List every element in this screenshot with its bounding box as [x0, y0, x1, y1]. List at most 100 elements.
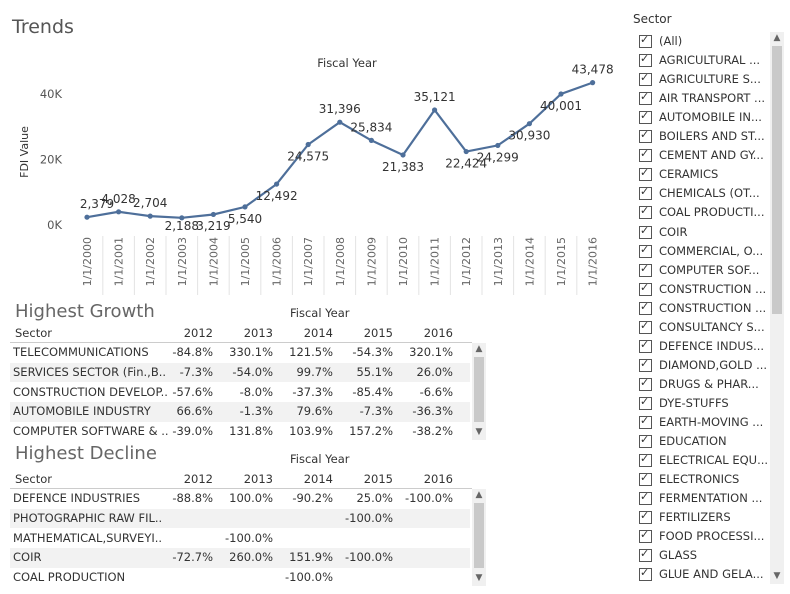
- data-point[interactable]: [432, 107, 438, 113]
- sector-filter-item[interactable]: BOILERS AND ST...: [638, 128, 765, 147]
- checkbox-checked-icon[interactable]: [639, 204, 652, 220]
- sector-filter-item[interactable]: EARTH-MOVING ...: [638, 414, 763, 433]
- checkbox-checked-icon[interactable]: [639, 166, 652, 182]
- data-point[interactable]: [274, 181, 280, 187]
- checkbox-checked-icon[interactable]: [639, 395, 652, 410]
- checkbox-checked-icon[interactable]: [639, 433, 652, 449]
- checkbox-checked-icon[interactable]: [639, 338, 652, 353]
- data-point[interactable]: [337, 119, 343, 125]
- table-row[interactable]: COMPUTER SOFTWARE & .. -39.0% 131.8% 103.9%…: [10, 422, 470, 442]
- checkbox-checked-icon[interactable]: [639, 147, 652, 163]
- checkbox-checked-icon[interactable]: [639, 109, 652, 125]
- checkbox-checked-icon[interactable]: [639, 71, 652, 87]
- sector-filter-item[interactable]: GLUE AND GELA...: [638, 566, 764, 585]
- sector-filter-item[interactable]: CONSULTANCY S...: [638, 319, 765, 338]
- data-point[interactable]: [463, 148, 469, 155]
- scroll-up-icon[interactable]: ▲: [770, 32, 784, 44]
- checkbox-checked-icon[interactable]: [639, 319, 652, 334]
- growth-scrollbar[interactable]: ▲ ▼: [472, 343, 486, 440]
- sector-filter-item[interactable]: GLASS: [638, 547, 763, 566]
- checkbox-checked-icon[interactable]: [639, 128, 652, 144]
- data-point[interactable]: [84, 214, 90, 220]
- scroll-up-icon[interactable]: ▲: [475, 490, 483, 500]
- checkbox-checked-icon[interactable]: [639, 33, 652, 48]
- data-point[interactable]: [242, 204, 248, 210]
- table-row[interactable]: AUTOMOBILE INDUSTRY 66.6% -1.3% 79.6% -7.3% -…: [10, 402, 470, 422]
- growth-scroll-thumb[interactable]: [474, 357, 484, 422]
- sector-filter-item[interactable]: CONSTRUCTION ...: [638, 281, 766, 300]
- sector-filter-scrollbar[interactable]: ▲ ▼: [770, 32, 784, 584]
- checkbox-checked-icon[interactable]: [639, 224, 652, 239]
- scroll-down-icon[interactable]: ▼: [770, 570, 784, 582]
- data-point[interactable]: [590, 80, 596, 86]
- table-row[interactable]: CONSTRUCTION DEVELOP.. -57.6% -8.0% -37.3% -…: [10, 383, 470, 403]
- data-point[interactable]: [368, 137, 374, 143]
- scroll-down-icon[interactable]: ▼: [475, 573, 483, 583]
- table-row[interactable]: DEFENCE INDUSTRIES -88.8% 100.0% -90.2% 25.0…: [10, 489, 470, 509]
- checkbox-checked-icon[interactable]: [639, 566, 652, 582]
- checkbox-checked-icon[interactable]: [639, 262, 652, 277]
- checkbox-checked-icon[interactable]: [639, 414, 652, 429]
- checkbox-checked-icon[interactable]: [639, 52, 652, 68]
- x-tick-label: 1/1/2011: [429, 237, 442, 286]
- table-row[interactable]: COAL PRODUCTION -100.0%: [10, 568, 470, 588]
- data-point[interactable]: [147, 213, 153, 219]
- data-point[interactable]: [558, 91, 564, 97]
- sector-filter-item[interactable]: ELECTRICAL EQU...: [638, 452, 768, 471]
- sector-filter-item[interactable]: CERAMICS: [638, 166, 763, 185]
- checkbox-checked-icon[interactable]: [639, 528, 652, 544]
- sector-filter-item[interactable]: FERTILIZERS: [638, 509, 763, 528]
- checkbox-checked-icon[interactable]: [639, 357, 652, 372]
- sector-filter-scroll-thumb[interactable]: [772, 46, 782, 314]
- x-axis: 1/1/2000 1/1/2001 1/1/2002 1/1/2003 1/1/2004…: [81, 236, 600, 295]
- sector-filter-item[interactable]: FOOD PROCESSI...: [638, 528, 764, 547]
- sector-filter-item[interactable]: COMMERCIAL, O...: [638, 243, 763, 262]
- checkbox-checked-icon[interactable]: [639, 376, 652, 391]
- decline-scrollbar[interactable]: ▲ ▼: [472, 489, 486, 586]
- data-point[interactable]: [116, 209, 122, 215]
- table-row[interactable]: PHOTOGRAPHIC RAW FIL.. -100.0%: [10, 508, 470, 529]
- sector-filter-item[interactable]: AIR TRANSPORT ...: [638, 90, 765, 109]
- checkbox-checked-icon[interactable]: [639, 490, 652, 506]
- sector-filter-item[interactable]: FERMENTATION ...: [638, 490, 763, 509]
- scroll-down-icon[interactable]: ▼: [475, 427, 483, 437]
- checkbox-checked-icon[interactable]: [639, 471, 652, 487]
- checkbox-checked-icon[interactable]: [639, 185, 652, 201]
- checkbox-checked-icon[interactable]: [639, 547, 652, 563]
- table-row[interactable]: MATHEMATICAL,SURVEYI.. -100.0%: [10, 529, 470, 549]
- checkbox-checked-icon[interactable]: [639, 452, 652, 468]
- sector-filter-item[interactable]: AGRICULTURE S...: [638, 71, 763, 90]
- table-row[interactable]: SERVICES SECTOR (Fin.,B.. -7.3% -54.0% 99.7…: [10, 362, 470, 383]
- data-point[interactable]: [526, 121, 533, 127]
- checkbox-checked-icon[interactable]: [639, 300, 652, 315]
- decline-scroll-thumb[interactable]: [474, 503, 484, 568]
- data-point[interactable]: [400, 152, 406, 158]
- sector-filter-item[interactable]: COAL PRODUCTI...: [638, 204, 764, 223]
- data-point[interactable]: [495, 142, 501, 149]
- sector-filter-item[interactable]: CHEMICALS (OT...: [638, 185, 763, 204]
- sector-filter-item[interactable]: EDUCATION: [638, 433, 763, 452]
- sector-filter-item[interactable]: (All): [638, 33, 763, 52]
- sector-filter-item[interactable]: COMPUTER SOF...: [638, 262, 763, 281]
- checkbox-checked-icon[interactable]: [639, 509, 652, 525]
- table-row[interactable]: TELECOMMUNICATIONS -84.8% 330.1% 121.5% -54.…: [10, 343, 470, 363]
- sector-filter-label: DIAMOND,GOLD ...: [659, 357, 768, 372]
- data-point[interactable]: [179, 215, 185, 221]
- sector-filter-item[interactable]: ELECTRONICS: [638, 471, 763, 490]
- table-row[interactable]: COIR -72.7% 260.0% 151.9% -100.0%: [10, 548, 470, 568]
- data-point[interactable]: [210, 211, 216, 218]
- sector-filter-item[interactable]: AGRICULTURAL ...: [638, 52, 763, 71]
- sector-filter-item[interactable]: AUTOMOBILE IN...: [638, 109, 763, 128]
- checkbox-checked-icon[interactable]: [639, 243, 652, 258]
- scroll-up-icon[interactable]: ▲: [475, 344, 483, 354]
- sector-filter-item[interactable]: CONSTRUCTION ...: [638, 300, 766, 319]
- checkbox-checked-icon[interactable]: [639, 281, 652, 296]
- checkbox-checked-icon[interactable]: [639, 90, 652, 106]
- sector-filter-item[interactable]: DRUGS & PHAR...: [638, 376, 763, 395]
- sector-filter-item[interactable]: CEMENT AND GY...: [638, 147, 764, 166]
- sector-filter-item[interactable]: DEFENCE INDUS...: [638, 338, 764, 357]
- sector-filter-item[interactable]: COIR: [638, 224, 763, 243]
- data-point[interactable]: [305, 141, 311, 148]
- sector-filter-item[interactable]: DIAMOND,GOLD ...: [638, 357, 767, 376]
- sector-filter-item[interactable]: DYE-STUFFS: [638, 395, 763, 414]
